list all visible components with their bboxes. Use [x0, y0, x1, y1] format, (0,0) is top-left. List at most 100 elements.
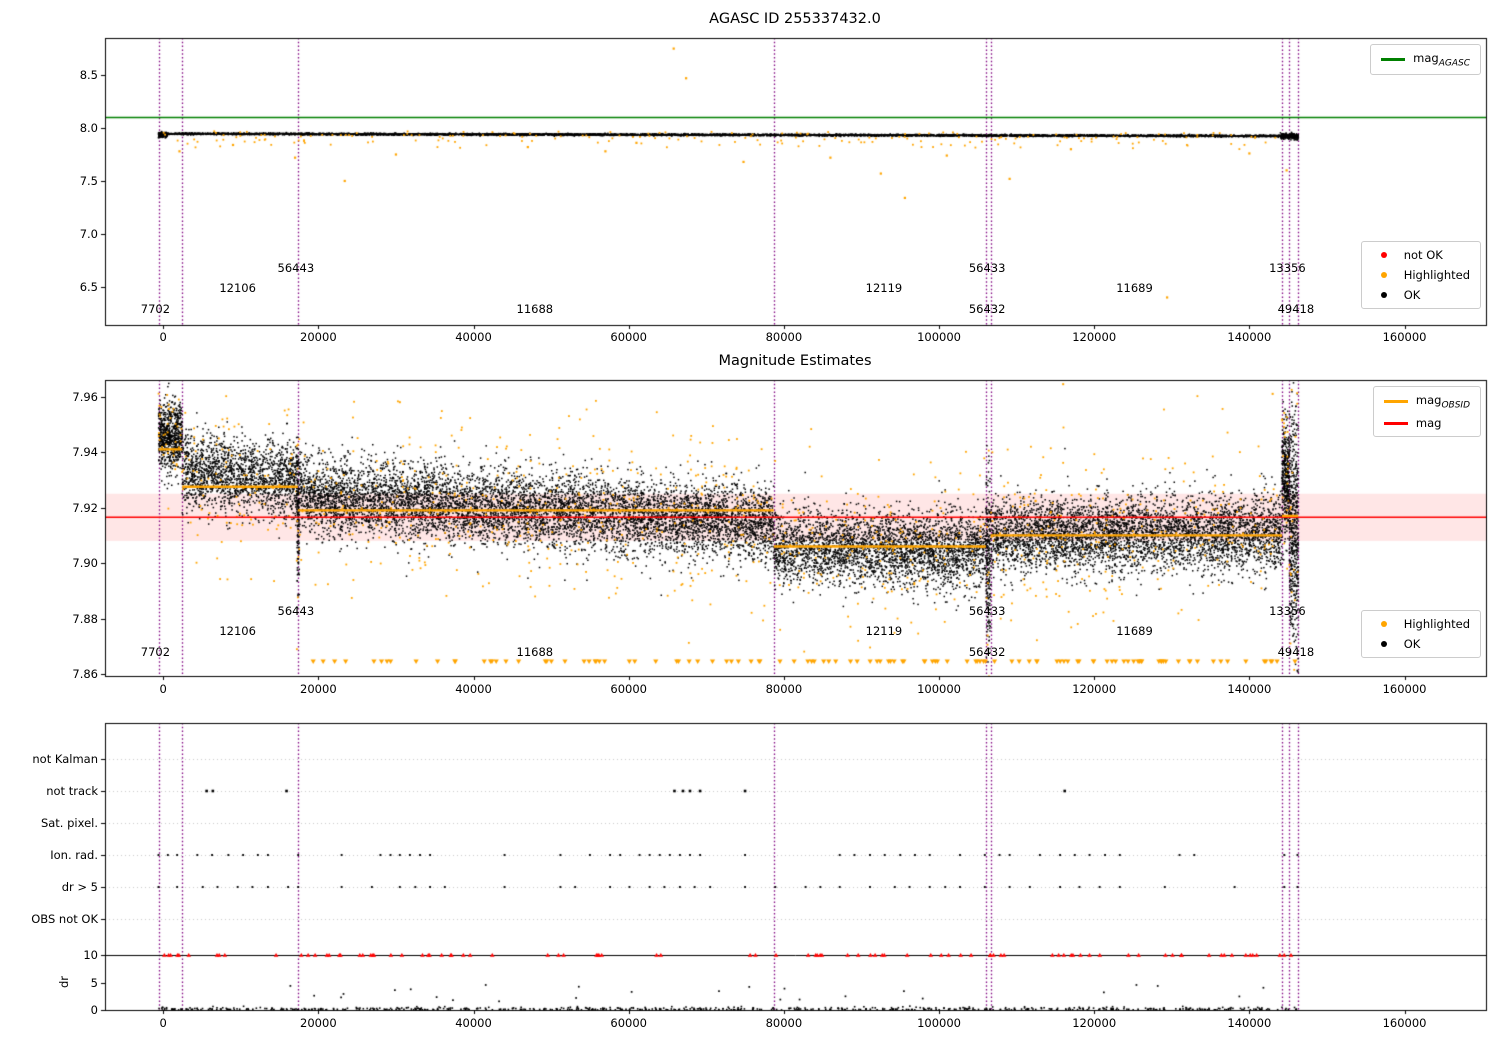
legend-label: not OK [1403, 248, 1443, 262]
x-tick-label: 20000 [300, 682, 337, 696]
legend-entry: magAGASC [1381, 51, 1470, 68]
legend-mag-agasc: magAGASC [1370, 44, 1481, 76]
obsid-label-mid: 49418 [1277, 645, 1315, 659]
obsid-label-top: 7702 [140, 302, 171, 316]
y-tick-label: 7.88 [72, 611, 98, 626]
obsid-label-top: 49418 [1277, 302, 1315, 316]
x-tick-label: 60000 [610, 682, 647, 696]
obsid-label-top: 13356 [1269, 261, 1306, 275]
legend-dot-swatch [1372, 619, 1396, 629]
flag-row-label: OBS not OK [31, 912, 98, 926]
legend-entry: Highlighted [1372, 268, 1470, 282]
y-tick-label: 8.5 [79, 68, 98, 83]
legend-entry: not OK [1372, 248, 1470, 262]
x-tick-label: 120000 [1072, 1016, 1117, 1030]
x-tick-label: 80000 [765, 1016, 803, 1030]
obsid-label-top: 11688 [516, 302, 554, 316]
flag-row-label: Ion. rad. [50, 848, 98, 862]
y-tick-label: 7.92 [72, 500, 98, 515]
y-tick-label: 7.5 [79, 173, 98, 188]
legend-label: Highlighted [1403, 268, 1470, 282]
obsid-label-top: 56433 [968, 261, 1006, 275]
y-tick-label: 7.86 [72, 667, 98, 682]
legend-dot-swatch [1372, 250, 1396, 260]
x-tick-label: 40000 [455, 1016, 492, 1030]
dr-tick-label: 5 [90, 975, 98, 990]
flag-row-label: not Kalman [32, 752, 98, 766]
legend-dot-icon [1380, 621, 1387, 627]
x-tick-label: 120000 [1072, 330, 1117, 344]
obsid-label-top: 11689 [1116, 281, 1153, 295]
obsid-label-top: 56432 [968, 302, 1006, 316]
legend-line-swatch [1383, 422, 1408, 425]
legend-dot-icon [1380, 252, 1387, 258]
dr-tick-label: 0 [90, 1003, 98, 1017]
y-tick-label: 7.90 [72, 556, 98, 571]
obsid-label-mid: 11688 [516, 645, 554, 659]
legend-dot-swatch [1372, 290, 1396, 300]
legend-entry: magOBSID [1383, 393, 1470, 411]
x-tick-label: 160000 [1382, 330, 1427, 344]
y-tick-label: 7.94 [72, 445, 98, 460]
x-tick-label: 140000 [1227, 682, 1272, 696]
legend-line-swatch [1381, 58, 1406, 61]
obsid-label-top: 56443 [277, 261, 315, 275]
x-tick-label: 100000 [917, 682, 961, 696]
x-tick-label: 140000 [1227, 1016, 1272, 1030]
y-tick-label: 7.0 [79, 226, 98, 241]
x-tick-label: 20000 [300, 330, 337, 344]
legend-line-swatch [1383, 400, 1408, 403]
x-tick-label: 100000 [917, 330, 961, 344]
legend-label: Highlighted [1403, 617, 1470, 631]
obsid-label-top: 12106 [219, 281, 256, 295]
legend-mid-point-classes: Highlighted OK [1360, 610, 1481, 658]
x-tick-label: 80000 [765, 330, 803, 344]
obsid-label-mid: 56432 [968, 645, 1006, 659]
legend-dot-icon [1380, 641, 1387, 647]
y-tick-label: 8.0 [79, 121, 98, 136]
legend-dot-swatch [1372, 270, 1396, 280]
legend-label: OK [1403, 288, 1421, 302]
dr-tick-label: 10 [83, 948, 98, 962]
x-tick-label: 80000 [765, 682, 803, 696]
x-tick-label: 140000 [1227, 330, 1272, 344]
legend-label: mag [1415, 416, 1442, 431]
y-tick-label: 7.96 [72, 389, 98, 404]
x-tick-label: 120000 [1072, 682, 1117, 696]
legend-mag-lines: magOBSID mag [1372, 386, 1481, 438]
x-tick-label: 60000 [610, 330, 647, 344]
x-tick-label: 20000 [300, 1016, 337, 1030]
obsid-label-mid: 56433 [968, 604, 1006, 618]
dr-axis-label: dr [57, 975, 72, 988]
y-tick-label: 6.5 [79, 279, 98, 294]
x-tick-label: 40000 [455, 330, 492, 344]
legend-label: magAGASC [1413, 51, 1470, 69]
x-tick-label: 0 [159, 330, 167, 344]
x-tick-label: 160000 [1382, 682, 1427, 696]
obsid-label-mid: 12106 [219, 624, 256, 638]
obsid-label-mid: 11689 [1116, 624, 1153, 638]
flag-row-label: Sat. pixel. [40, 816, 98, 830]
legend-entry: Highlighted [1372, 617, 1470, 631]
x-tick-label: 0 [159, 1016, 167, 1030]
x-tick-label: 100000 [917, 1016, 961, 1030]
legend-dot-swatch [1372, 639, 1396, 649]
x-tick-label: 160000 [1382, 1016, 1427, 1030]
legend-entry: OK [1372, 637, 1470, 651]
obsid-label-mid: 13356 [1269, 604, 1306, 618]
legend-entry: OK [1372, 288, 1470, 302]
legend-entry: mag [1383, 416, 1470, 431]
top-plot-title: AGASC ID 255337432.0 [709, 11, 881, 27]
legend-dot-icon [1380, 292, 1387, 298]
flag-row-label: dr > 5 [61, 880, 98, 894]
x-tick-label: 40000 [455, 682, 492, 696]
x-tick-label: 0 [159, 682, 167, 696]
obsid-label-mid: 12119 [865, 624, 903, 638]
legend-top-point-classes: not OK Highlighted OK [1360, 241, 1481, 309]
flag-row-label: not track [46, 784, 98, 798]
x-tick-label: 60000 [610, 1016, 647, 1030]
obsid-label-mid: 7702 [140, 645, 171, 659]
obsid-label-mid: 56443 [277, 604, 315, 618]
legend-label: magOBSID [1415, 393, 1470, 411]
